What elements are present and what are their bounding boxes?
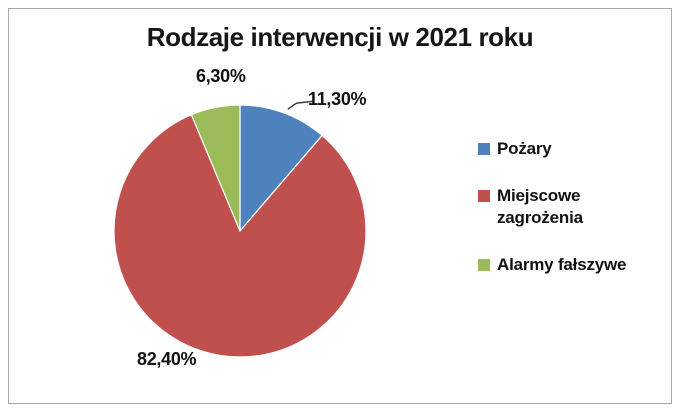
legend-item-pozary[interactable]: Pożary bbox=[478, 138, 668, 159]
data-label-pozary: 11,30% bbox=[308, 89, 367, 109]
pie-plot-area bbox=[100, 95, 390, 375]
legend-swatch-pozary bbox=[478, 143, 490, 155]
legend-label-pozary: Pożary bbox=[497, 139, 552, 158]
legend-label-alarmy: Alarmy fałszywe bbox=[497, 254, 627, 274]
pie-slice-alarmy[interactable] bbox=[190, 104, 241, 232]
legend-item-miejscowe[interactable]: Miejscowe zagrożenia bbox=[478, 185, 668, 228]
page-title: Rodzaje interwencji w 2021 roku bbox=[146, 22, 534, 52]
chart-legend: Pożary Miejscowe zagrożenia Alarmy fałsz… bbox=[478, 138, 668, 301]
leader-line-pozary bbox=[287, 100, 313, 110]
legend-swatch-miejscowe bbox=[478, 190, 490, 203]
legend-item-alarmy[interactable]: Alarmy fałszywe bbox=[478, 254, 668, 275]
pie-chart bbox=[113, 104, 367, 358]
data-label-alarmy: 6,30% bbox=[196, 66, 246, 86]
legend-swatch-alarmy bbox=[478, 258, 490, 271]
pie-slice-pozary[interactable] bbox=[239, 104, 323, 233]
pie-slice-miejscowe[interactable] bbox=[113, 113, 367, 358]
legend-label-miejscowe: Miejscowe zagrożenia bbox=[497, 186, 583, 227]
data-label-miejscowe: 82,40% bbox=[137, 349, 197, 369]
